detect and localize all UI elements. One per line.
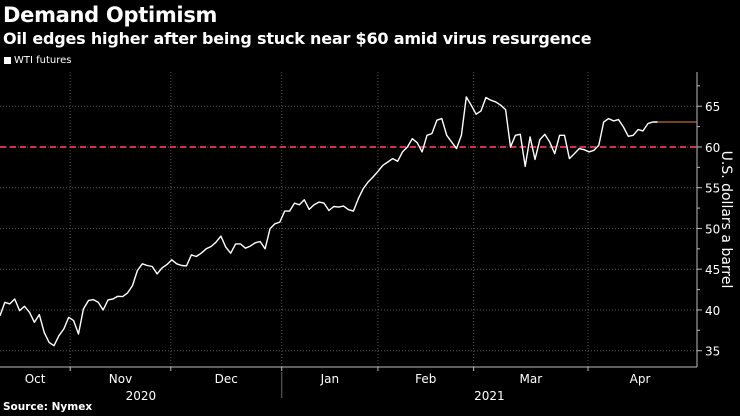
x-year-label: 2021 xyxy=(474,389,505,403)
y-tick-label: 55 xyxy=(705,182,720,196)
source-note: Source: Nymex xyxy=(3,401,93,413)
y-tick-label: 65 xyxy=(705,100,720,114)
y-tick-label: 40 xyxy=(705,304,720,318)
legend-label: WTI futures xyxy=(14,55,72,66)
x-month-label: Oct xyxy=(25,372,46,386)
chart-title: Demand Optimism xyxy=(3,3,218,27)
x-month-label: Apr xyxy=(630,372,651,386)
y-axis-title: U.S. dollars a barrel xyxy=(718,151,734,289)
y-tick-label: 45 xyxy=(705,263,720,277)
x-month-label: Dec xyxy=(215,372,238,386)
x-year-label: 2020 xyxy=(126,389,157,403)
y-tick-label: 60 xyxy=(705,141,720,155)
legend: WTI futures xyxy=(4,55,72,66)
y-tick-label: 50 xyxy=(705,222,720,236)
legend-swatch xyxy=(4,57,11,64)
x-month-label: Mar xyxy=(520,372,543,386)
chart-subtitle: Oil edges higher after being stuck near … xyxy=(3,29,592,48)
x-month-label: Nov xyxy=(109,372,132,386)
x-month-label: Feb xyxy=(415,372,436,386)
x-month-label: Jan xyxy=(320,372,340,386)
wti-futures-line xyxy=(0,96,658,347)
y-tick-label: 35 xyxy=(705,345,720,359)
